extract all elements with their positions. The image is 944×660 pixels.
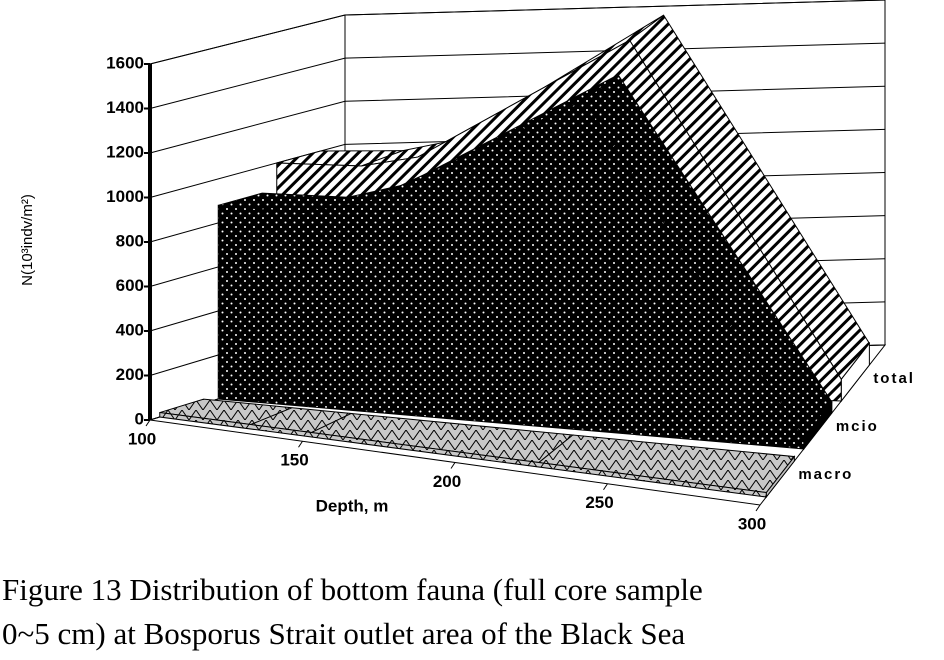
y-tick-label: 800 [116, 231, 144, 250]
x-tick-label: 100 [128, 429, 156, 448]
x-tick [603, 483, 608, 491]
y-tick-label: 1400 [106, 98, 144, 117]
x-tick-label: 150 [280, 451, 308, 470]
legend-label: total [873, 370, 915, 387]
x-axis-label: Depth, m [316, 496, 389, 515]
grid-line [149, 0, 886, 65]
caption: 0~5 cm) at Bosporus Strait outlet area o… [2, 616, 686, 651]
x-tick [450, 462, 456, 469]
y-tick-label: 1600 [106, 53, 144, 72]
x-tick-label: 250 [585, 493, 613, 512]
legend-label: mcio [836, 418, 879, 435]
x-tick [145, 419, 151, 427]
caption: Figure 13 Distribution of bottom fauna (… [2, 572, 703, 607]
chart: N(10³indv/m²) Depth, m 0 200 400 600 800 1000… [19, 0, 915, 533]
area [159, 411, 767, 498]
x-tick-label: 300 [738, 514, 766, 533]
x-tick [298, 440, 303, 448]
y-tick-label: 0 [135, 409, 144, 428]
y-tick-label: 400 [116, 320, 144, 339]
x-tick-label: 200 [433, 472, 461, 491]
y-tick-label: 1000 [106, 187, 144, 206]
y-tick-label: 1200 [106, 142, 144, 161]
legend-label: macro [798, 466, 853, 483]
grid-line [149, 42, 886, 109]
area [217, 99, 805, 450]
x-tick [755, 504, 761, 512]
y-axis-label: N(10³indv/m²) [19, 194, 36, 286]
y-tick-label: 200 [116, 365, 144, 384]
y-tick-label: 600 [116, 276, 144, 295]
